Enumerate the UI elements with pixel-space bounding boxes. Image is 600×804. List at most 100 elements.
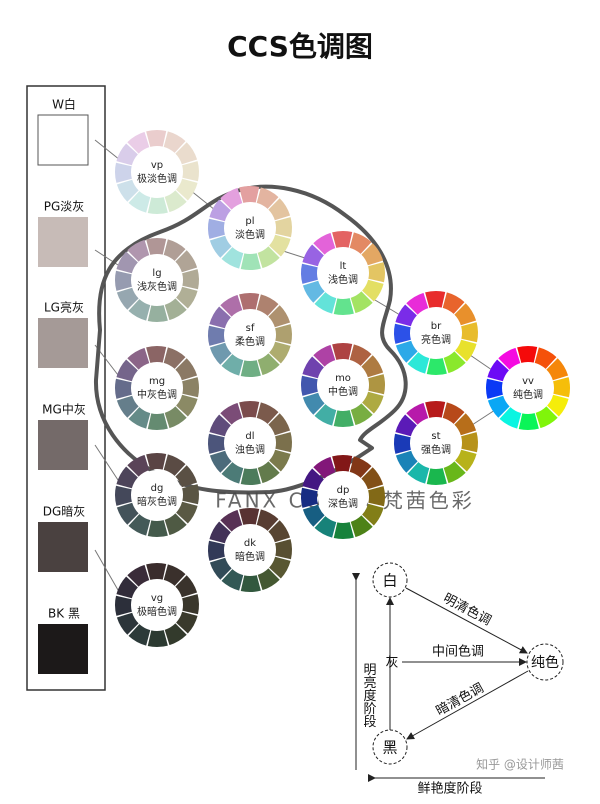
wheel-segment (127, 131, 150, 154)
wheel-segment (164, 298, 187, 321)
wheel-segment (361, 243, 384, 266)
wheel-segment (176, 178, 198, 201)
wheel-segment (128, 624, 151, 646)
wheel-segment (209, 235, 232, 258)
wheel-segment (268, 520, 291, 543)
wheel-segment (221, 247, 244, 269)
wheel-segment (443, 461, 466, 484)
wheel-segment (301, 263, 318, 284)
node-label: 黑 (382, 739, 397, 757)
wheel-segment (221, 462, 244, 484)
wheel-segment (362, 279, 384, 302)
wheel-code: dk (244, 538, 256, 549)
wheel-segment (517, 346, 538, 363)
wheel-name: 纯色调 (513, 388, 543, 401)
wheel-segment (368, 486, 385, 507)
wheel-code: vv (522, 376, 534, 387)
swatch-label: W白 (52, 97, 76, 112)
wheel-code: st (431, 431, 440, 442)
wheel-segment (182, 269, 199, 290)
wheel-segment (163, 454, 186, 476)
wheel-segment (127, 239, 150, 262)
wheel-segment (269, 449, 291, 472)
node-label: 白 (382, 572, 397, 590)
wheel-segment (239, 507, 260, 525)
wheel-segment (176, 611, 198, 634)
swatch-label: DG暗灰 (43, 504, 86, 519)
edge-label: 暗清色调 (433, 680, 486, 719)
swatch-label: LG亮灰 (44, 300, 84, 315)
wheel-segment (163, 564, 186, 586)
wheel-segment (333, 410, 354, 427)
wheel-segment (175, 358, 198, 381)
wheel-segment (368, 374, 385, 395)
wheel-segment (302, 244, 324, 267)
wheel-code: lg (152, 268, 161, 279)
wheel-segment (176, 394, 198, 417)
wheel-segment (208, 325, 225, 346)
gray-column (26, 85, 106, 691)
wheel-segment (349, 344, 372, 366)
wheel-name: 浅色调 (328, 273, 358, 286)
wheel-center (225, 525, 275, 575)
wheel-center (225, 418, 275, 468)
wheel-segment (301, 375, 318, 396)
wheel-code: dl (245, 431, 254, 442)
wheel-segment (395, 340, 418, 363)
wheel-segment (302, 504, 325, 527)
wheel-segment (498, 347, 521, 370)
wheel-segment (350, 515, 373, 538)
wheel-segment (176, 501, 198, 524)
wheel-segment (407, 462, 430, 484)
wheel-segment (256, 509, 279, 531)
wheel-segment (269, 341, 291, 364)
wheel-segment (553, 377, 571, 398)
wheel-segment (461, 432, 478, 453)
wheel-code: lt (340, 261, 347, 272)
wheel-segment (146, 238, 167, 255)
wheel-segment (240, 253, 261, 270)
wheel-segment (546, 358, 569, 381)
wheel-segment (182, 594, 199, 615)
wheel-name: 亮色调 (421, 333, 451, 346)
wheel-segment (164, 513, 187, 536)
wheel-segment (487, 395, 510, 418)
node-label: 灰 (385, 656, 398, 671)
scheme (352, 562, 564, 782)
wheel-segment (116, 179, 139, 202)
wheel-segment (275, 539, 292, 560)
wheel-segment (425, 401, 446, 418)
wheel-segment (454, 413, 477, 436)
wheel-segment (128, 299, 151, 321)
wheel-code: dp (337, 485, 350, 496)
title: CCS色调图 (227, 30, 373, 63)
wheel-segment (146, 346, 167, 363)
wheel-segment (147, 520, 168, 538)
wheel-segment (349, 456, 372, 478)
swatch-label: BK 黑 (48, 607, 80, 621)
swatch (38, 217, 88, 267)
wheel-segment (314, 404, 337, 426)
wheel-segment (395, 450, 418, 473)
wheel-segment (333, 298, 354, 315)
wheel-segment (221, 354, 244, 376)
wheel-segment (313, 232, 336, 255)
wheel-segment (175, 575, 198, 598)
wheel-segment (314, 292, 337, 314)
wheel-segment (442, 292, 465, 314)
wheel-segment (116, 502, 139, 525)
wheel-name: 强色调 (421, 443, 451, 456)
wheel-segment (182, 377, 199, 398)
wheel-segment (209, 342, 232, 365)
wheel-segment (163, 131, 186, 153)
wheel-segment (182, 484, 199, 505)
